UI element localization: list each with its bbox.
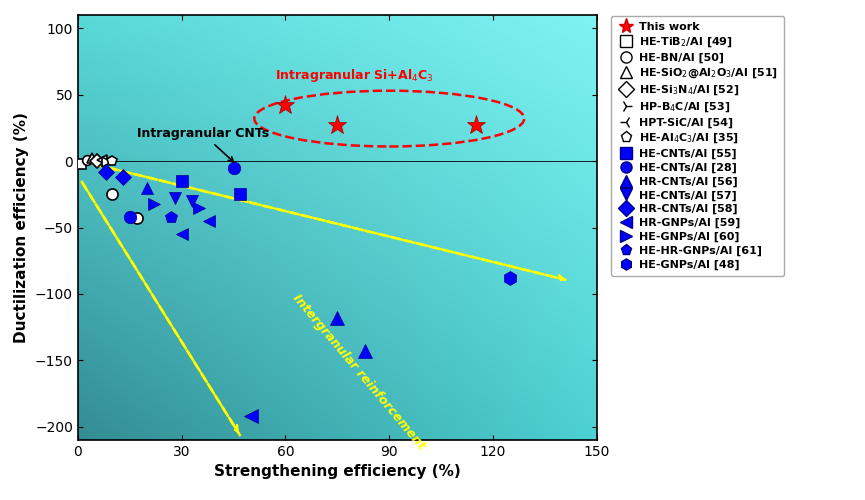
Text: Intragranular CNTs: Intragranular CNTs	[137, 127, 269, 162]
X-axis label: Strengthening efficiency (%): Strengthening efficiency (%)	[214, 464, 461, 479]
Y-axis label: Ductilization efficiency (%): Ductilization efficiency (%)	[15, 112, 29, 343]
Legend: This work, HE-TiB$_2$/Al [49], HE-BN/Al [50], HE-SiO$_2$@Al$_2$O$_3$/Al [51], HE: This work, HE-TiB$_2$/Al [49], HE-BN/Al …	[611, 16, 785, 276]
Text: Intergranular reinforcement: Intergranular reinforcement	[290, 292, 428, 452]
Text: Intragranular Si+Al$_4$C$_3$: Intragranular Si+Al$_4$C$_3$	[275, 66, 433, 84]
